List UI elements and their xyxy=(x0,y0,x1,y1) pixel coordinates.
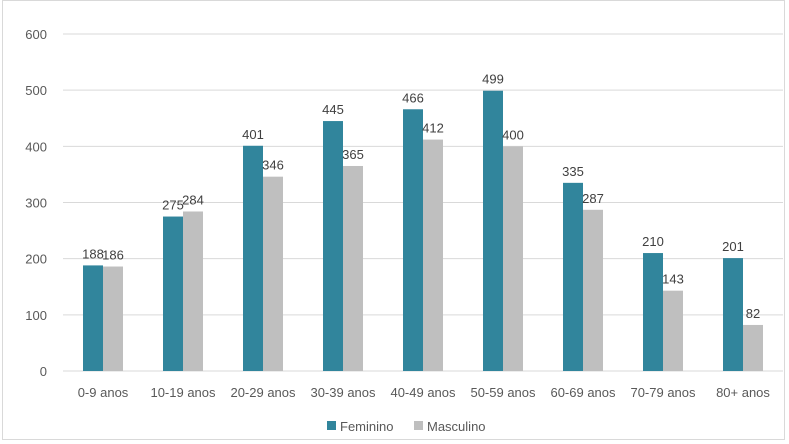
y-tick-label: 100 xyxy=(25,308,47,323)
data-label: 466 xyxy=(402,90,424,105)
legend: Feminino Masculino xyxy=(327,419,486,434)
data-label: 287 xyxy=(582,191,604,206)
bar-feminino xyxy=(643,253,663,371)
data-label: 499 xyxy=(482,72,504,87)
y-tick-label: 400 xyxy=(25,139,47,154)
y-axis-tick-labels: 0 100 200 300 400 500 600 xyxy=(25,27,47,379)
bar-masculino xyxy=(183,211,203,371)
bar-feminino xyxy=(403,109,423,371)
bar-masculino xyxy=(583,209,603,371)
bar-masculino xyxy=(743,324,763,371)
data-label: 284 xyxy=(182,192,204,207)
bar-masculino xyxy=(663,290,683,371)
x-tick-label: 70-79 anos xyxy=(630,385,696,400)
data-label: 143 xyxy=(662,272,684,287)
bar-feminino xyxy=(83,265,103,371)
data-label: 210 xyxy=(642,234,664,249)
data-label: 400 xyxy=(502,127,524,142)
y-tick-label: 200 xyxy=(25,252,47,267)
legend-swatch-masculino xyxy=(414,421,423,430)
x-tick-label: 0-9 anos xyxy=(78,385,129,400)
bar-masculino xyxy=(423,139,443,371)
data-label: 346 xyxy=(262,158,284,173)
bar-feminino xyxy=(323,121,343,371)
data-label: 201 xyxy=(722,239,744,254)
x-tick-label: 10-19 anos xyxy=(150,385,216,400)
data-label: 445 xyxy=(322,102,344,117)
x-tick-label: 80+ anos xyxy=(716,385,770,400)
data-label: 82 xyxy=(746,306,760,321)
data-label: 335 xyxy=(562,164,584,179)
bar-feminino xyxy=(243,145,263,371)
bars xyxy=(83,90,763,371)
bar-feminino xyxy=(563,182,583,371)
data-label: 401 xyxy=(242,127,264,142)
bar-masculino xyxy=(263,176,283,371)
data-label: 275 xyxy=(162,198,184,213)
data-label: 188 xyxy=(82,246,104,261)
y-tick-label: 600 xyxy=(25,27,47,42)
legend-label: Masculino xyxy=(427,419,486,434)
bar-masculino xyxy=(103,266,123,371)
bar-feminino xyxy=(483,90,503,371)
x-tick-label: 50-59 anos xyxy=(470,385,536,400)
y-tick-label: 0 xyxy=(40,364,47,379)
x-tick-label: 40-49 anos xyxy=(390,385,456,400)
y-tick-label: 300 xyxy=(25,196,47,211)
bar-feminino xyxy=(723,258,743,371)
y-tick-label: 500 xyxy=(25,83,47,98)
data-label: 365 xyxy=(342,147,364,162)
x-tick-label: 30-39 anos xyxy=(310,385,376,400)
data-label: 186 xyxy=(102,248,124,263)
bar-feminino xyxy=(163,216,183,371)
data-label: 412 xyxy=(422,121,444,136)
legend-swatch-feminino xyxy=(327,421,336,430)
x-tick-label: 20-29 anos xyxy=(230,385,296,400)
bar-masculino xyxy=(343,165,363,371)
x-axis-tick-labels: 0-9 anos 10-19 anos 20-29 anos 30-39 anos 40… xyxy=(78,385,771,400)
legend-label: Feminino xyxy=(340,419,393,434)
x-tick-label: 60-69 anos xyxy=(550,385,616,400)
bar-masculino xyxy=(503,146,523,371)
